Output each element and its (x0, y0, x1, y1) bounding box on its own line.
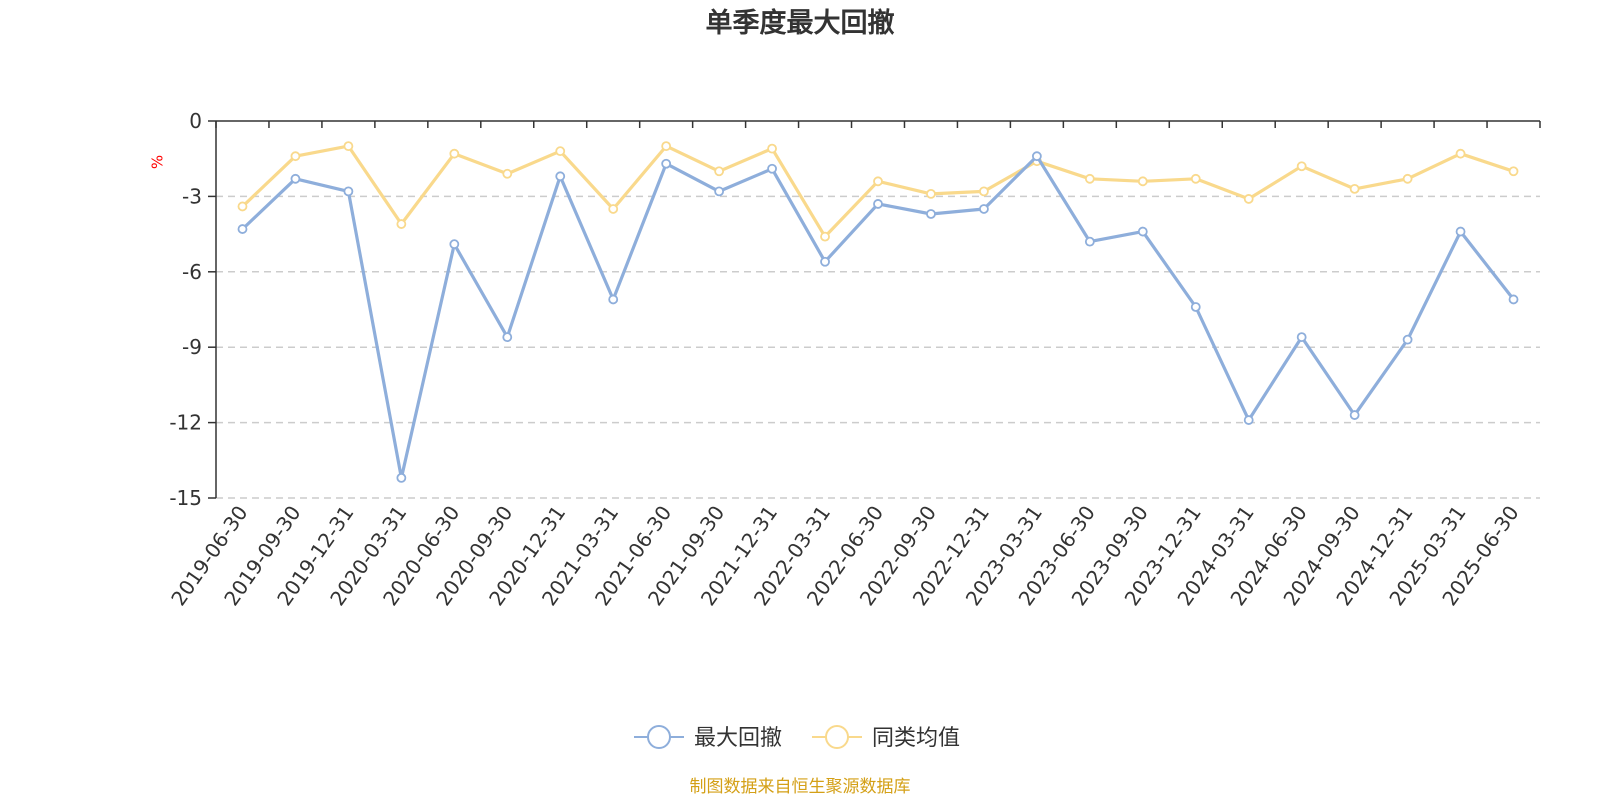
legend[interactable]: 最大回撤 同类均值 (634, 725, 960, 751)
data-point (820, 256, 830, 267)
data-point (343, 141, 354, 152)
data-point (661, 141, 672, 152)
data-point (396, 219, 407, 229)
data-point (926, 188, 936, 199)
data-point (820, 231, 830, 242)
legend-label: 最大回撤 (694, 726, 782, 751)
y-axis-unit: % (149, 155, 167, 169)
data-point (1349, 410, 1360, 420)
data-point (1296, 332, 1307, 343)
data-point (873, 199, 883, 209)
data-point (237, 224, 248, 234)
data-point (608, 204, 619, 214)
y-tick-label: -9 (182, 335, 202, 359)
legend-item[interactable]: 同类均值 (812, 725, 960, 751)
chart-title: 单季度最大回撤 (706, 7, 895, 39)
data-point (767, 143, 777, 154)
data-point (1190, 173, 1201, 184)
data-point (979, 186, 989, 197)
data-point (661, 158, 672, 169)
data-point (767, 163, 777, 174)
y-tick-label: -15 (169, 486, 202, 510)
grid (216, 195, 1540, 499)
legend-marker (825, 725, 849, 749)
data-point (926, 209, 936, 219)
data-point (714, 186, 725, 197)
series-2 (237, 141, 1519, 242)
data-point (1455, 148, 1466, 159)
data-point (1402, 173, 1413, 184)
data-point (502, 168, 513, 179)
y-tick-label: -12 (169, 411, 202, 435)
data-point (502, 332, 513, 343)
y-tick-label: 0 (189, 109, 202, 133)
data-point (1296, 161, 1307, 172)
data-point (237, 201, 248, 212)
series (237, 141, 1519, 483)
data-point (1190, 302, 1201, 312)
data-point (873, 176, 883, 187)
data-point (1084, 173, 1095, 184)
data-point (608, 294, 619, 305)
data-point (1031, 151, 1042, 162)
y-tick-label: -3 (182, 184, 202, 208)
data-point (1508, 166, 1519, 177)
legend-marker (647, 725, 671, 749)
data-point (449, 239, 460, 250)
data-point (343, 186, 354, 197)
series-1 (237, 151, 1519, 483)
data-point (1402, 334, 1413, 345)
data-point (1349, 183, 1360, 194)
data-point (979, 204, 989, 214)
axes: 0-3-6-9-12-152019-06-302019-09-302019-12… (166, 109, 1541, 610)
y-tick-label: -6 (182, 260, 202, 284)
data-source-note: 制图数据来自恒生聚源数据库 (690, 777, 911, 797)
data-point (714, 166, 725, 177)
data-point (449, 148, 460, 159)
data-point (1508, 294, 1519, 305)
data-point (555, 146, 566, 157)
data-point (396, 472, 407, 483)
data-point (290, 151, 301, 162)
data-point (555, 171, 566, 182)
data-point (1243, 415, 1254, 425)
data-point (1243, 194, 1254, 204)
data-point (1137, 226, 1148, 237)
data-point (290, 173, 301, 184)
data-point (1455, 226, 1466, 237)
series-line (241, 144, 1515, 239)
legend-label: 同类均值 (872, 726, 960, 751)
data-point (1084, 236, 1095, 247)
legend-item[interactable]: 最大回撤 (634, 725, 782, 751)
data-point (1137, 176, 1148, 187)
